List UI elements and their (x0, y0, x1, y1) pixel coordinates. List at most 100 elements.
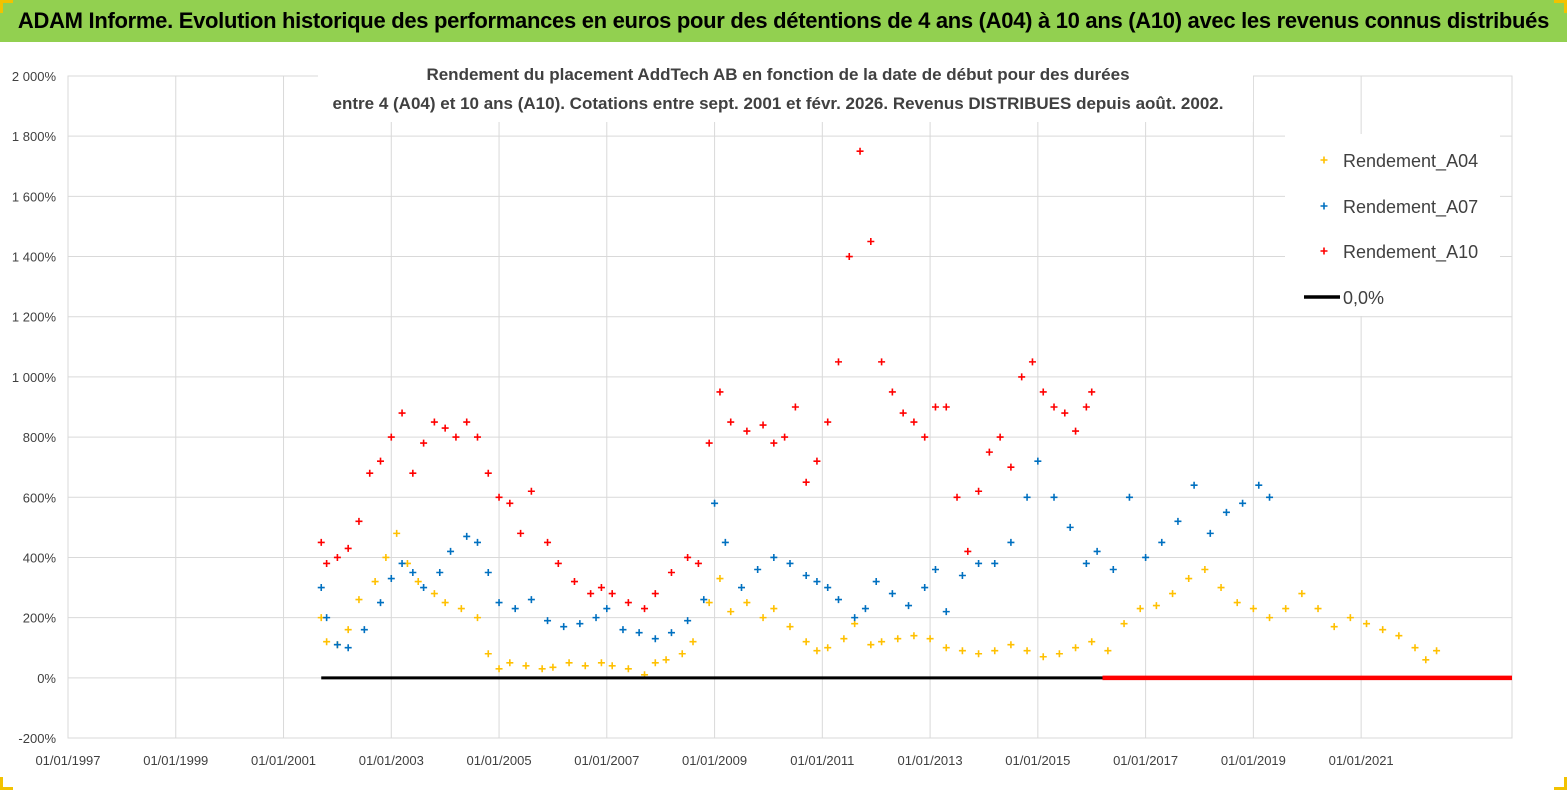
data-point (323, 638, 331, 646)
data-point (635, 629, 643, 637)
data-point (1185, 575, 1193, 583)
x-tick-label: 01/01/2015 (1005, 753, 1070, 768)
data-point (1082, 559, 1090, 567)
data-point (1169, 590, 1177, 598)
data-point (953, 493, 961, 501)
legend-label: Rendement_A07 (1343, 197, 1478, 218)
data-point (608, 590, 616, 598)
data-point (549, 663, 557, 671)
y-tick-label: 1 200% (12, 310, 57, 325)
data-point (867, 238, 875, 245)
data-point (996, 433, 1004, 441)
data-point (1055, 650, 1063, 658)
data-point (1152, 602, 1160, 610)
data-point (802, 478, 810, 486)
data-point (802, 638, 810, 646)
data-point (861, 605, 869, 613)
data-point (1174, 517, 1182, 525)
data-point (608, 662, 616, 670)
y-tick-label: 1 800% (12, 129, 57, 144)
data-point (495, 665, 503, 673)
data-point (484, 469, 492, 477)
data-point (667, 629, 675, 637)
data-point (942, 608, 950, 616)
data-point (770, 553, 778, 561)
data-point (1422, 656, 1430, 664)
x-tick-label: 01/01/2007 (574, 753, 639, 768)
data-point (716, 388, 724, 396)
data-point (942, 644, 950, 652)
data-point (463, 418, 471, 426)
legend: Rendement_A04 Rendement_A07 Rendement_A10 0… (1285, 134, 1500, 316)
data-point (991, 647, 999, 655)
x-tick-label: 01/01/2017 (1113, 753, 1178, 768)
data-point (1142, 553, 1150, 561)
data-point (1314, 605, 1322, 613)
x-tick-label: 01/01/2013 (898, 753, 963, 768)
data-point (522, 662, 530, 670)
data-point (581, 662, 589, 670)
data-point (1330, 623, 1338, 631)
data-point (619, 626, 627, 634)
data-point (985, 448, 993, 456)
data-point (1363, 620, 1371, 628)
data-point (1120, 620, 1128, 628)
data-point (684, 617, 692, 625)
data-point (414, 578, 422, 586)
data-point (1411, 644, 1419, 652)
data-point (1039, 653, 1047, 661)
data-point (1201, 565, 1209, 573)
data-point (1255, 481, 1263, 489)
y-tick-label: 200% (23, 611, 57, 626)
data-point (651, 635, 659, 643)
page-title: ADAM Informe. Evolution historique des p… (17, 8, 1550, 33)
data-point (457, 605, 465, 613)
data-point (867, 641, 875, 649)
series-rendement-a07-markers (317, 457, 1274, 652)
data-point (651, 590, 659, 598)
data-point (694, 559, 702, 567)
data-point (834, 596, 842, 604)
data-point (317, 538, 325, 546)
data-point (538, 665, 546, 673)
data-point (398, 409, 406, 417)
data-point (824, 644, 832, 652)
data-point (398, 559, 406, 567)
data-point (786, 559, 794, 567)
chart-svg: -200% 0% 200% 400% 600% 800% 1 000% 1 200% 1 400… (12, 58, 1513, 768)
data-point (1249, 605, 1257, 613)
data-point (624, 665, 632, 673)
series-rendement-a04-markers (317, 529, 1441, 679)
data-point (786, 623, 794, 631)
data-point (554, 559, 562, 567)
data-point (463, 532, 471, 540)
data-point (1023, 647, 1031, 655)
y-tick-label: 800% (23, 430, 57, 445)
x-tick-label: 01/01/2009 (682, 753, 747, 768)
legend-label: 0,0% (1343, 288, 1384, 308)
data-point (333, 553, 341, 561)
data-point (743, 599, 751, 607)
data-point (1136, 605, 1144, 613)
data-point (770, 439, 778, 447)
data-point (738, 584, 746, 592)
data-point (958, 572, 966, 580)
data-point (931, 565, 939, 573)
data-point (570, 578, 578, 586)
data-point (1093, 547, 1101, 555)
data-point (344, 644, 352, 652)
data-point (910, 418, 918, 426)
y-axis: -200% 0% 200% 400% 600% 800% 1 000% 1 200% 1 400… (12, 69, 57, 746)
data-point (355, 596, 363, 604)
data-point (1217, 584, 1225, 592)
data-point (754, 565, 762, 573)
data-point (506, 659, 514, 667)
x-axis: 01/01/1997 01/01/1999 01/01/2001 01/01/2003… (35, 753, 1393, 768)
y-tick-label: 2 000% (12, 69, 57, 84)
legend-marker (1320, 247, 1328, 255)
page-header: ADAM Informe. Evolution historique des p… (0, 0, 1567, 42)
data-point (495, 599, 503, 607)
data-point (1023, 493, 1031, 501)
corner-mark (0, 777, 13, 790)
data-point (727, 608, 735, 616)
